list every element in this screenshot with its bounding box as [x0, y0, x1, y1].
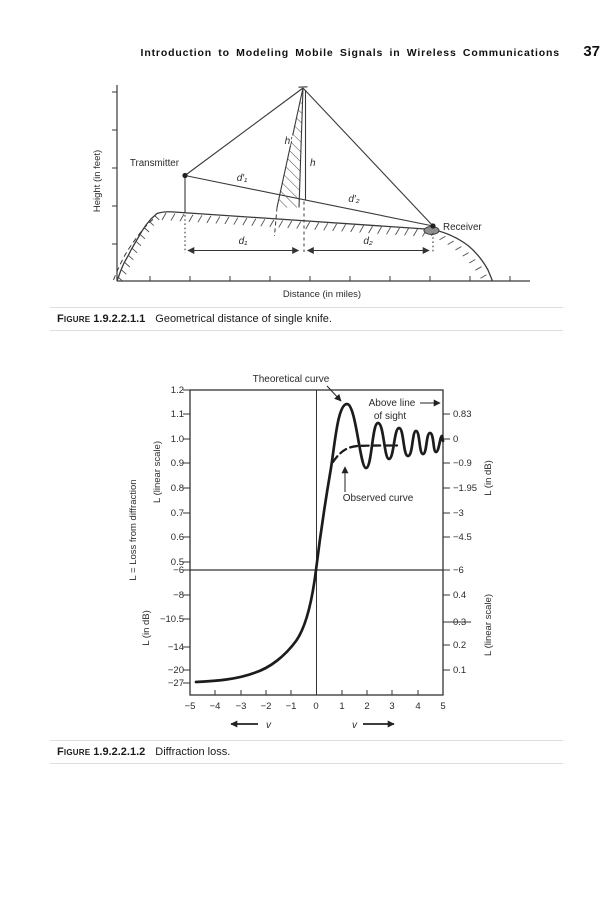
figure1-caption-number: 1.9.2.2.1.1	[93, 313, 146, 325]
rule-below-caption1	[50, 330, 563, 331]
y-tick-label: 0.2	[453, 640, 466, 651]
terrain-profile	[113, 211, 494, 282]
y-tick-label: 0.83	[453, 409, 472, 420]
y-tick-label: 1.0	[171, 434, 184, 445]
v-label-right: v	[352, 720, 358, 731]
plot-frame	[189, 389, 444, 696]
figure1-caption: Figure 1.9.2.2.1.1 Geometrical distance of…	[57, 313, 332, 325]
left-db-tick-labels: −6 −8 −10.5 −14 −20 −27	[160, 565, 184, 689]
y-tick-label: 1.1	[171, 409, 184, 420]
v-direction-right: v	[352, 720, 395, 731]
v-direction-left: v	[230, 720, 272, 731]
y-tick-label: 0.4	[453, 590, 466, 601]
theoretical-curve-arrow	[326, 385, 342, 402]
y-tick-label: 0.8	[171, 483, 184, 494]
y-tick-label: 0.6	[171, 532, 184, 543]
x-tick-label: −2	[261, 701, 272, 712]
y-tick-label: −27	[168, 678, 184, 689]
y-tick-label: −6	[173, 565, 184, 576]
theoretical-curve	[194, 402, 445, 684]
x-tick-label: 2	[364, 701, 369, 712]
observed-curve-annotation: Observed curve	[343, 493, 414, 504]
right-axis-title-linear: L (linear scale)	[483, 594, 494, 656]
ray-lines	[184, 86, 434, 227]
x-tick-label: −5	[185, 701, 196, 712]
y-tick-label: −0.9	[453, 458, 472, 469]
y-tick-label: −10.5	[160, 614, 184, 625]
h-prime-label: h′	[285, 136, 294, 147]
observed-curve	[331, 444, 399, 464]
receiver-marker	[423, 223, 440, 235]
transmitter-label: Transmitter	[130, 158, 180, 169]
tick-marks	[183, 389, 450, 695]
d2-label: d₂	[363, 236, 373, 247]
v-label-left: v	[266, 720, 272, 731]
x-tick-labels: −5 −4 −3 −2 −1 0 1 2 3 4 5	[185, 701, 446, 712]
y-tick-label: −8	[173, 590, 184, 601]
figure2-caption-number: 1.9.2.2.1.2	[93, 746, 146, 758]
running-header-title: Introduction to Modeling Mobile Signals …	[140, 47, 560, 59]
fig1-y-axis-label: Height (in feet)	[92, 150, 103, 212]
terrain-hatch-rise	[117, 214, 160, 282]
transmitter-marker	[182, 172, 188, 213]
x-tick-label: 1	[339, 701, 344, 712]
distance-guides	[184, 215, 434, 253]
y-tick-label: −4.5	[453, 532, 472, 543]
x-tick-label: −4	[210, 701, 221, 712]
page-number: 37	[583, 43, 600, 60]
right-axis-title-db: L (in dB)	[483, 460, 494, 496]
figure2-chart: 1.2 1.1 1.0 0.9 0.8 0.7 0.6 0.5 −6 −8 −1…	[128, 374, 494, 731]
y-tick-label: 0.1	[453, 665, 466, 676]
above-line-of-sight-annotation-2: of sight	[374, 411, 406, 422]
terrain-hatch-descent	[430, 231, 487, 279]
y-tick-label: 0.7	[171, 508, 184, 519]
rule-above-caption1	[50, 307, 563, 308]
y-tick-label: 0	[453, 434, 458, 445]
left-linear-tick-labels: 1.2 1.1 1.0 0.9 0.8 0.7 0.6 0.5	[171, 385, 184, 568]
figure1-caption-text: Geometrical distance of single knife.	[155, 313, 332, 325]
h-label: h	[310, 158, 316, 169]
x-tick-label: 4	[415, 701, 420, 712]
figure1-diagram: Height (in feet) Distance (in miles) h′ …	[92, 85, 530, 300]
figure2-caption: Figure 1.9.2.2.1.2 Diffraction loss.	[57, 746, 230, 758]
right-db-tick-labels: 0.83 0 −0.9 −1.95 −3 −4.5 −6	[453, 409, 477, 576]
fig1-axes	[112, 85, 530, 282]
terrain-hatch-plateau	[161, 212, 427, 237]
knife-edge	[274, 87, 307, 252]
y-tick-label: 0.5	[171, 557, 184, 568]
receiver-label: Receiver	[443, 222, 482, 233]
figure2-caption-label: Figure	[57, 746, 91, 758]
d2-prime-label: d′₂	[348, 194, 359, 205]
y-tick-label: −14	[168, 642, 184, 653]
left-axis-title-linear: L (linear scale)	[152, 441, 163, 503]
above-line-of-sight-annotation-1: Above line	[369, 398, 416, 409]
y-tick-label: −20	[168, 665, 184, 676]
figure1-caption-label: Figure	[57, 313, 91, 325]
y-tick-label: −1.95	[453, 483, 477, 494]
left-axis-title-db: L (in dB)	[141, 610, 152, 646]
right-linear-tick-labels: 0.4 0.3 0.2 0.1	[453, 590, 466, 676]
x-tick-label: 3	[389, 701, 394, 712]
d1-prime-label: d′₁	[237, 173, 248, 184]
x-tick-label: −3	[236, 701, 247, 712]
d1-label: d₁	[239, 236, 248, 247]
x-tick-label: −1	[286, 701, 297, 712]
theoretical-curve-annotation: Theoretical curve	[253, 374, 330, 385]
fig1-x-axis-label: Distance (in miles)	[283, 289, 361, 300]
y-tick-label: 0.9	[171, 458, 184, 469]
y-tick-label: 1.2	[171, 385, 184, 396]
figure2-caption-text: Diffraction loss.	[155, 746, 231, 758]
x-tick-label: 0	[313, 701, 318, 712]
y-tick-label: −6	[453, 565, 464, 576]
rule-below-caption2	[50, 763, 563, 764]
left-axis-title-main: L = Loss from diffraction	[128, 479, 139, 580]
y-tick-label: −3	[453, 508, 464, 519]
x-tick-label: 5	[440, 701, 445, 712]
rule-above-caption2	[50, 740, 563, 741]
